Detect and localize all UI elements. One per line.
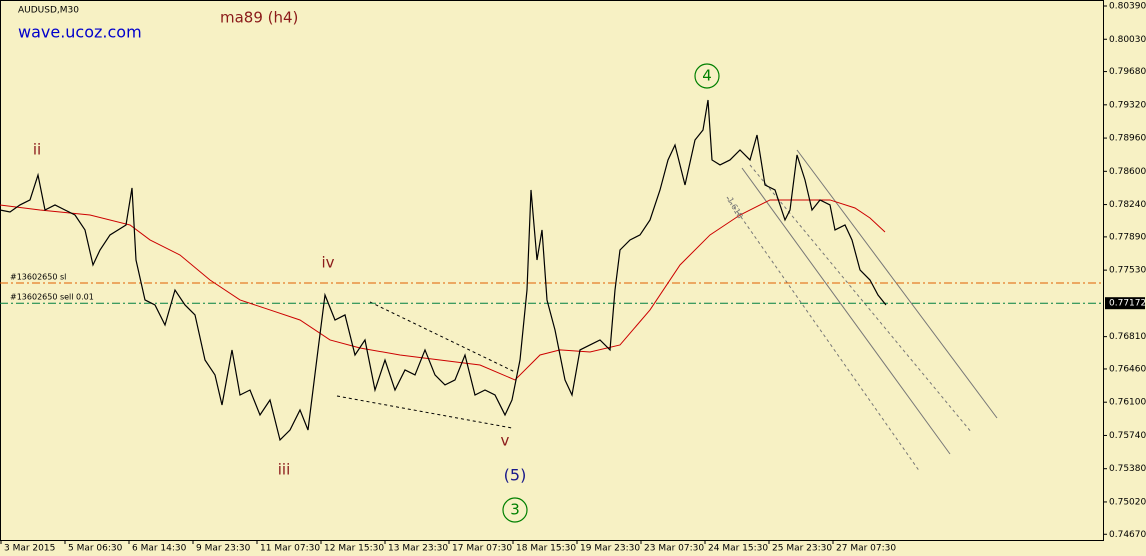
y-tick-label: 0.75740: [1109, 431, 1146, 441]
y-tick-label: 0.77890: [1109, 232, 1146, 242]
y-tick-label: 0.76810: [1109, 332, 1146, 342]
x-tick-label: 11 Mar 07:30: [260, 544, 320, 554]
price-box: [1105, 297, 1145, 310]
x-tick-label: 13 Mar 23:30: [388, 544, 448, 554]
wave-circle: [694, 63, 720, 89]
current-price: 0.77172: [1109, 299, 1146, 309]
y-tick-label: 0.77530: [1109, 266, 1146, 276]
y-tick-label: 0.76100: [1109, 398, 1146, 408]
x-tick-label: 27 Mar 07:30: [836, 544, 896, 554]
x-tick-label: 5 Mar 06:30: [68, 544, 123, 554]
wave-label: v: [501, 432, 510, 450]
series-line: [0, 199, 886, 381]
y-tick-label: 0.79680: [1109, 67, 1146, 77]
y-tick-label: 0.78600: [1109, 167, 1146, 177]
wave-label: ii: [33, 141, 41, 159]
wave-label: 3: [510, 501, 520, 519]
watermark: wave.ucoz.com: [18, 23, 142, 42]
y-tick-label: 0.80390: [1109, 2, 1146, 12]
y-tick-label: 0.75020: [1109, 497, 1146, 507]
channel-line: [726, 196, 921, 473]
x-tick-label: 24 Mar 15:30: [708, 544, 768, 554]
x-tick-label: 23 Mar 07:30: [644, 544, 704, 554]
wave-label: iii: [278, 461, 291, 479]
wave-label: iv: [321, 254, 334, 272]
x-tick-label: 9 Mar 23:30: [196, 544, 251, 554]
order-label: #13602650 sell 0.01: [10, 293, 94, 302]
y-tick-label: 0.75380: [1109, 464, 1146, 474]
channel-line: [741, 167, 951, 455]
x-tick-label: 6 Mar 14:30: [132, 544, 187, 554]
series-line: [0, 99, 887, 442]
channel-line: [796, 149, 998, 419]
wave-label: 4: [702, 67, 712, 85]
order-label: #13602650 sl: [10, 272, 66, 281]
y-tick-label: 0.78240: [1109, 200, 1146, 210]
x-tick-label: 19 Mar 23:30: [580, 544, 640, 554]
x-tick-label: 25 Mar 23:30: [772, 544, 832, 554]
x-tick-label: 3 Mar 2015: [4, 544, 55, 554]
chart-title: AUDUSD,M30: [18, 6, 79, 16]
x-tick-label: 18 Mar 15:30: [516, 544, 576, 554]
x-tick-label: 12 Mar 15:30: [324, 544, 384, 554]
y-tick-label: 0.80030: [1109, 35, 1146, 45]
x-tick-label: 17 Mar 07:30: [452, 544, 512, 554]
wave-label: (5): [504, 466, 527, 485]
legend-entry: ma89 (h4): [220, 9, 298, 27]
y-tick-label: 0.78960: [1109, 134, 1146, 144]
wedge-line: [369, 301, 516, 373]
y-tick-label: 0.76460: [1109, 364, 1146, 374]
channel-line: [749, 164, 973, 434]
y-tick-label: 0.79320: [1109, 100, 1146, 110]
wave-circle: [502, 497, 528, 523]
channel: [336, 149, 998, 473]
y-tick-label: 0.74670: [1109, 530, 1146, 540]
